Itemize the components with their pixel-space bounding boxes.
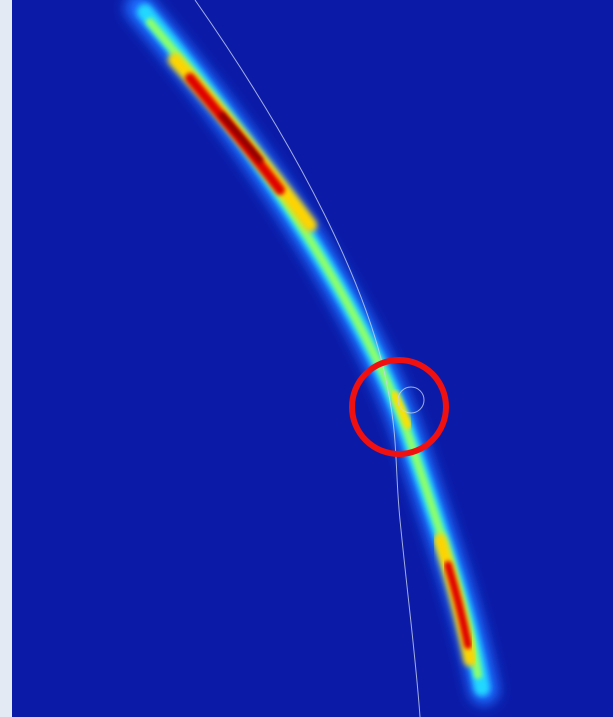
page: [0, 0, 613, 717]
side-strip: [0, 0, 12, 717]
image-background: [12, 0, 613, 717]
screenshot: [0, 0, 613, 717]
